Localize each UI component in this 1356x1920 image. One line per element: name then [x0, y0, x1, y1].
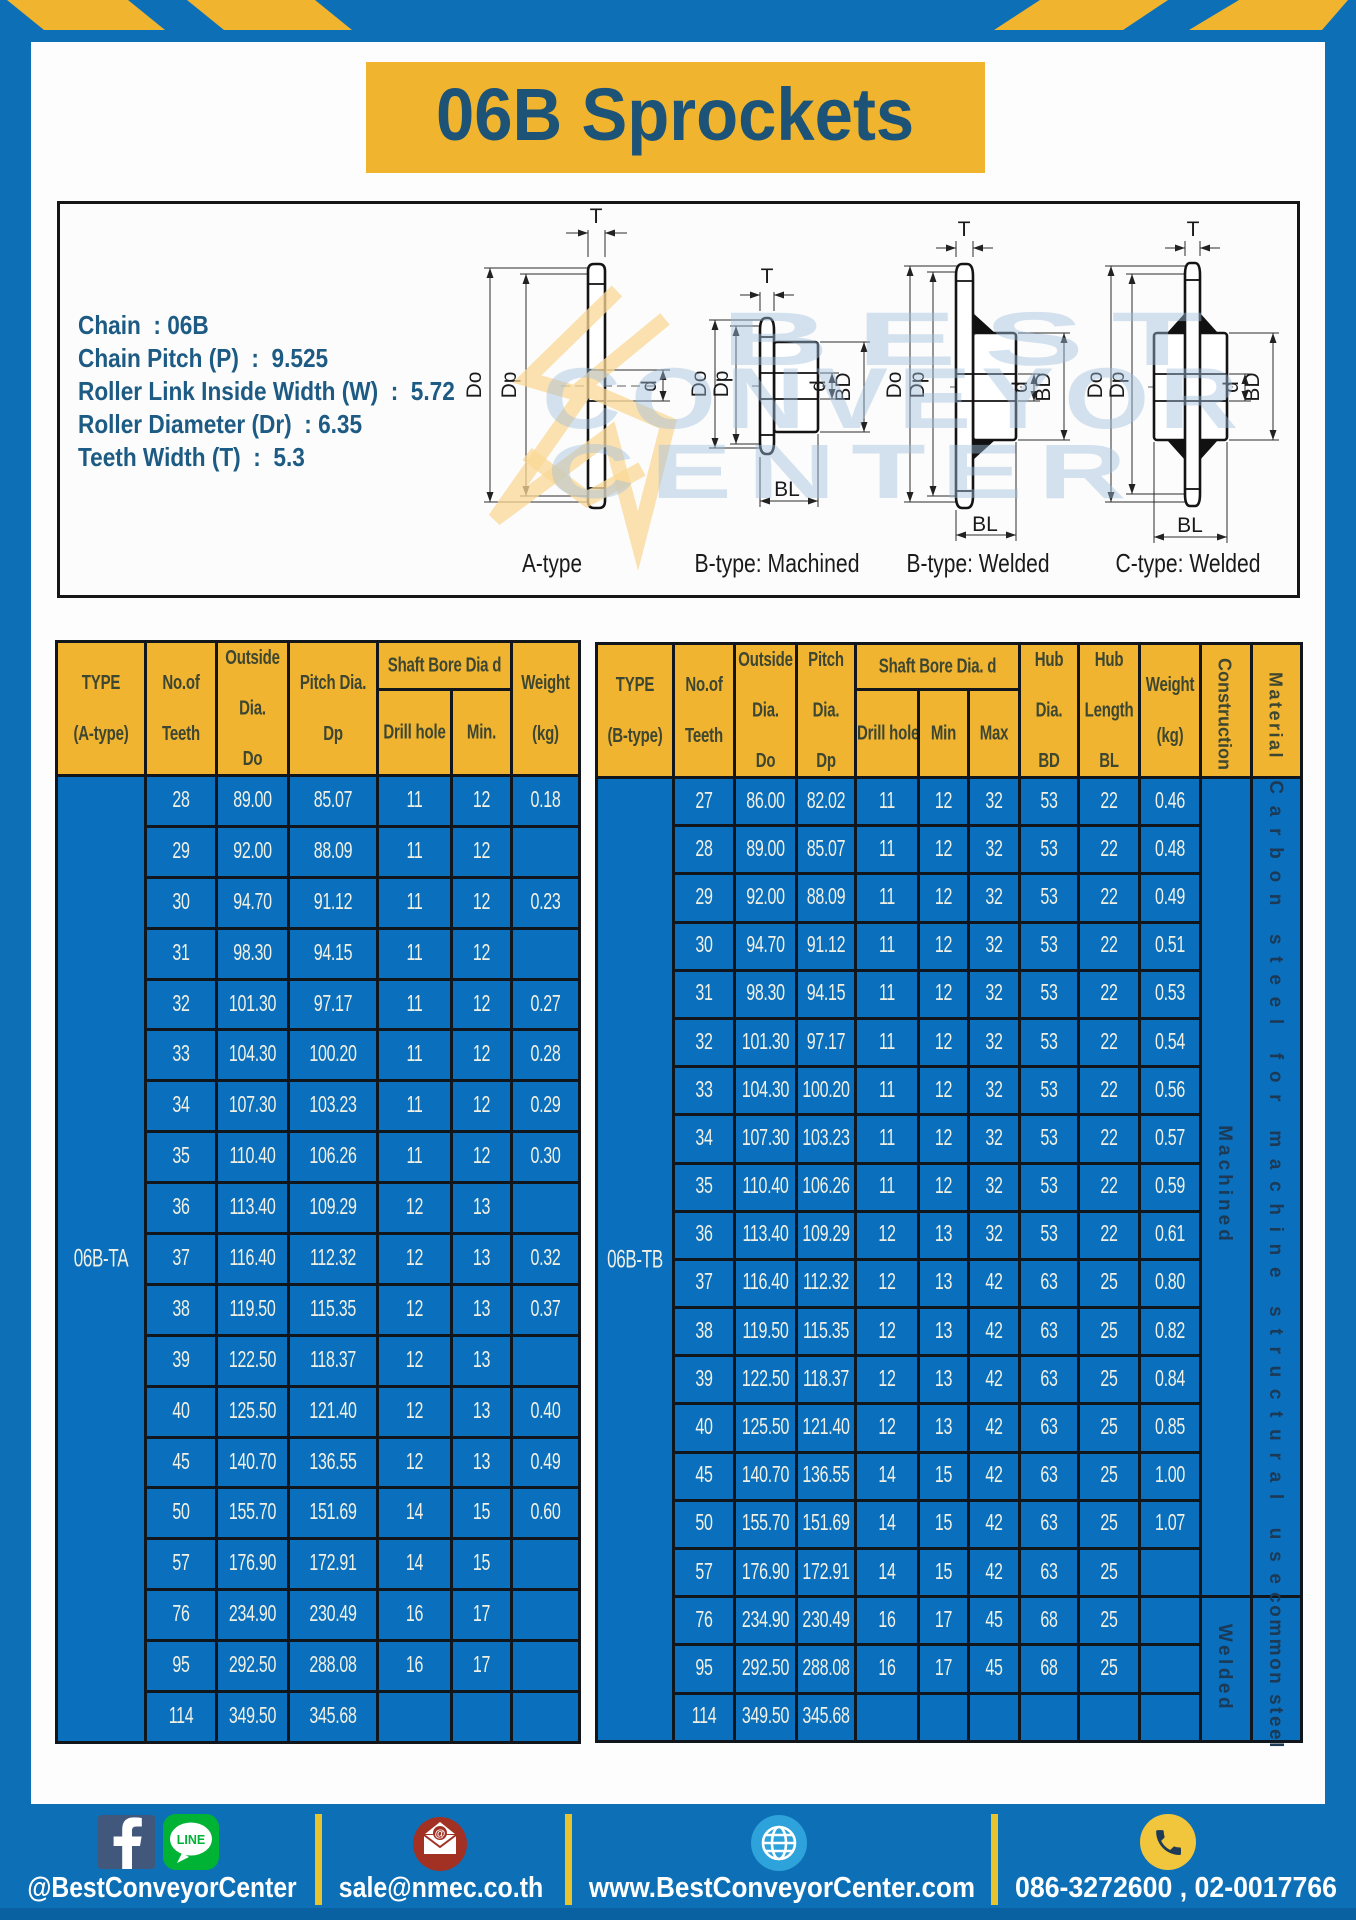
svg-text:C-type: Welded: C-type: Welded — [1116, 548, 1261, 578]
svg-text:Dp: Dp — [710, 371, 733, 398]
svg-text:@: @ — [435, 1828, 446, 1840]
svg-text:A-type: A-type — [522, 548, 582, 578]
svg-text:d: d — [638, 380, 661, 392]
svg-text:Dp: Dp — [906, 372, 929, 399]
svg-text:T: T — [1187, 218, 1200, 241]
svg-text:Dp: Dp — [1106, 372, 1129, 399]
svg-text:BD: BD — [1032, 372, 1055, 401]
svg-text:d: d — [1009, 381, 1032, 393]
svg-text:Dp: Dp — [498, 372, 521, 399]
svg-text:B-type: Machined: B-type: Machined — [695, 548, 860, 578]
svg-text:B-type: Welded: B-type: Welded — [907, 548, 1050, 578]
svg-text:d: d — [807, 380, 830, 392]
svg-text:T: T — [958, 218, 971, 241]
svg-text:Do: Do — [688, 371, 711, 398]
svg-text:T: T — [590, 205, 603, 228]
svg-text:LINE: LINE — [177, 1833, 205, 1847]
svg-text:BL: BL — [972, 513, 998, 536]
svg-text:BD: BD — [832, 372, 855, 401]
svg-text:d: d — [1220, 381, 1243, 393]
svg-text:T: T — [761, 265, 774, 288]
svg-text:BL: BL — [1177, 514, 1203, 537]
svg-text:BL: BL — [774, 478, 800, 501]
svg-text:BD: BD — [1241, 372, 1264, 401]
svg-text:Do: Do — [1084, 372, 1107, 399]
svg-text:Do: Do — [463, 372, 486, 399]
svg-text:Do: Do — [883, 372, 906, 399]
